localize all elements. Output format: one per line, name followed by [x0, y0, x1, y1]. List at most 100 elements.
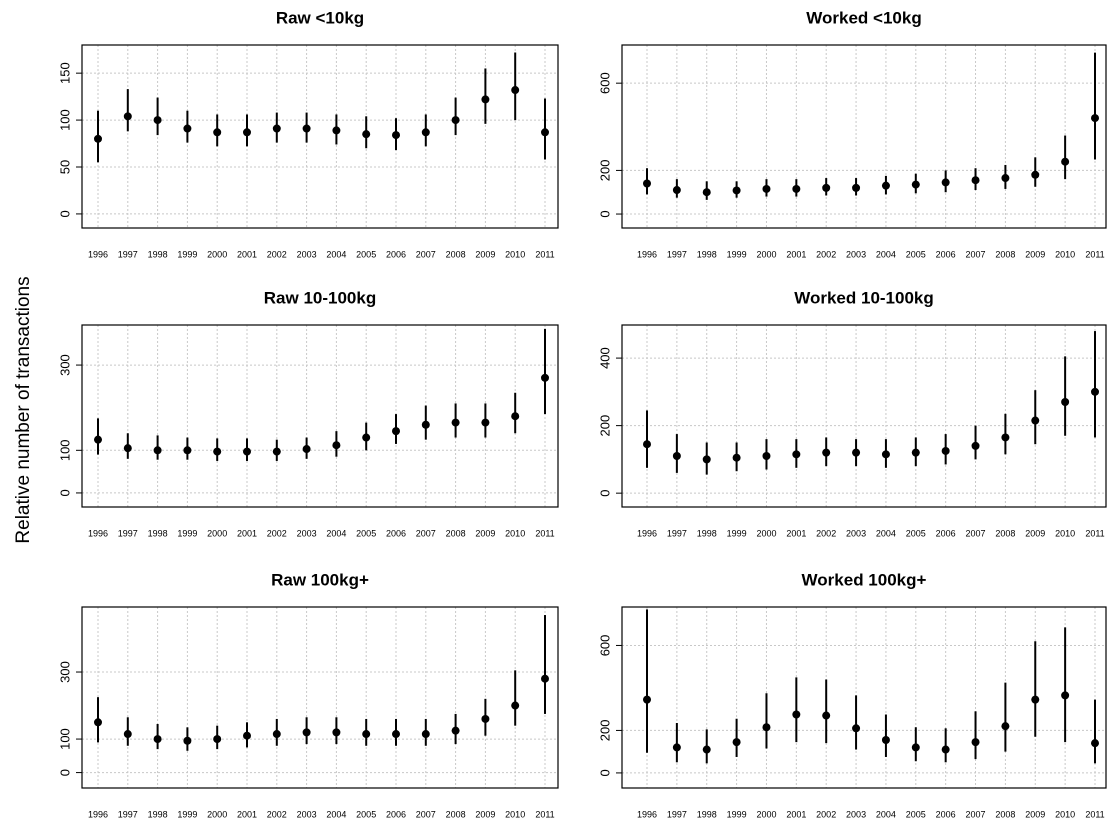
point: [243, 731, 251, 740]
x-tick-label: 2011: [535, 249, 554, 259]
point: [332, 126, 341, 135]
point: [1061, 157, 1070, 166]
point: [643, 440, 651, 449]
point: [153, 735, 162, 744]
point: [541, 373, 549, 382]
point: [183, 736, 192, 745]
x-tick-label: 2001: [237, 528, 257, 538]
point: [451, 726, 460, 735]
x-tick-label: 2002: [267, 809, 287, 819]
point: [881, 450, 890, 459]
x-tick-label: 2004: [876, 809, 896, 819]
point: [792, 450, 801, 459]
plot-frame: [621, 44, 1107, 229]
point: [792, 184, 801, 193]
y-tick-label: 100: [57, 109, 72, 131]
point: [822, 448, 831, 457]
point: [881, 181, 890, 190]
x-tick-label: 1999: [727, 809, 747, 819]
x-tick-label: 1996: [637, 249, 657, 259]
point: [822, 711, 831, 720]
x-tick-label: 2011: [535, 528, 554, 538]
x-tick-label: 1996: [88, 809, 108, 819]
point: [421, 730, 430, 739]
point: [94, 718, 102, 727]
point: [302, 445, 311, 454]
point: [362, 130, 371, 139]
point: [1091, 739, 1099, 748]
x-tick-label: 2005: [356, 809, 376, 819]
x-tick-label: 2011: [1085, 528, 1104, 538]
x-tick-label: 2006: [386, 528, 406, 538]
point: [732, 738, 741, 747]
point: [123, 730, 132, 739]
x-tick-label: 2005: [356, 528, 376, 538]
point: [762, 452, 771, 461]
x-tick-label: 1996: [88, 528, 108, 538]
x-tick-label: 2002: [816, 249, 836, 259]
y-tick-label: 0: [597, 210, 612, 217]
point: [1061, 691, 1070, 700]
x-tick-label: 2006: [386, 809, 406, 819]
panel-title: Worked <10kg: [806, 8, 921, 27]
x-tick-label: 2005: [906, 249, 926, 259]
x-tick-label: 1996: [88, 249, 108, 259]
point: [672, 186, 681, 195]
x-tick-label: 1997: [118, 249, 138, 259]
y-tick-label: 300: [57, 661, 72, 683]
point: [941, 745, 950, 754]
x-tick-label: 2007: [966, 249, 986, 259]
point: [541, 128, 549, 137]
x-tick-label: 2010: [1055, 249, 1075, 259]
x-tick-label: 2002: [267, 249, 287, 259]
panel-title: Worked 10-100kg: [794, 288, 934, 307]
x-tick-label: 2003: [846, 809, 866, 819]
x-tick-label: 2009: [475, 528, 495, 538]
x-tick-label: 2003: [846, 249, 866, 259]
point: [272, 730, 281, 739]
point: [971, 441, 980, 450]
y-tick-label: 150: [57, 62, 72, 84]
x-tick-label: 1999: [727, 528, 747, 538]
y-tick-label: 0: [57, 489, 72, 496]
point: [243, 128, 251, 137]
point: [94, 435, 102, 444]
point: [272, 447, 281, 456]
point: [822, 183, 831, 192]
point: [511, 701, 520, 710]
x-tick-label: 2006: [936, 528, 956, 538]
point: [481, 418, 490, 427]
point: [672, 743, 681, 752]
x-tick-label: 1998: [697, 249, 717, 259]
x-tick-label: 2005: [906, 528, 926, 538]
point: [911, 448, 920, 457]
plot-frame: [81, 324, 559, 508]
point: [362, 433, 371, 442]
x-tick-label: 2002: [816, 809, 836, 819]
x-tick-label: 2006: [386, 249, 406, 259]
panel-title: Worked 100kg+: [802, 570, 927, 589]
point: [643, 695, 651, 704]
x-tick-label: 1999: [177, 809, 197, 819]
x-tick-label: 1999: [177, 249, 197, 259]
plot-frame: [621, 606, 1107, 789]
x-tick-label: 1999: [177, 528, 197, 538]
x-tick-label: 2007: [416, 528, 436, 538]
point: [272, 124, 281, 133]
x-tick-label: 2001: [786, 809, 806, 819]
point: [643, 179, 651, 188]
x-tick-label: 2007: [966, 809, 986, 819]
point: [852, 724, 861, 733]
x-tick-label: 2001: [786, 249, 806, 259]
x-tick-label: 1998: [697, 809, 717, 819]
x-tick-label: 2003: [846, 528, 866, 538]
point: [1091, 387, 1099, 396]
x-tick-label: 2002: [267, 528, 287, 538]
point: [1091, 114, 1099, 123]
point: [971, 176, 980, 185]
x-tick-label: 2000: [756, 249, 776, 259]
y-tick-label: 0: [57, 210, 72, 217]
panel-title: Raw 10-100kg: [264, 288, 376, 307]
x-tick-label: 1996: [637, 528, 657, 538]
x-tick-label: 2009: [1025, 809, 1045, 819]
